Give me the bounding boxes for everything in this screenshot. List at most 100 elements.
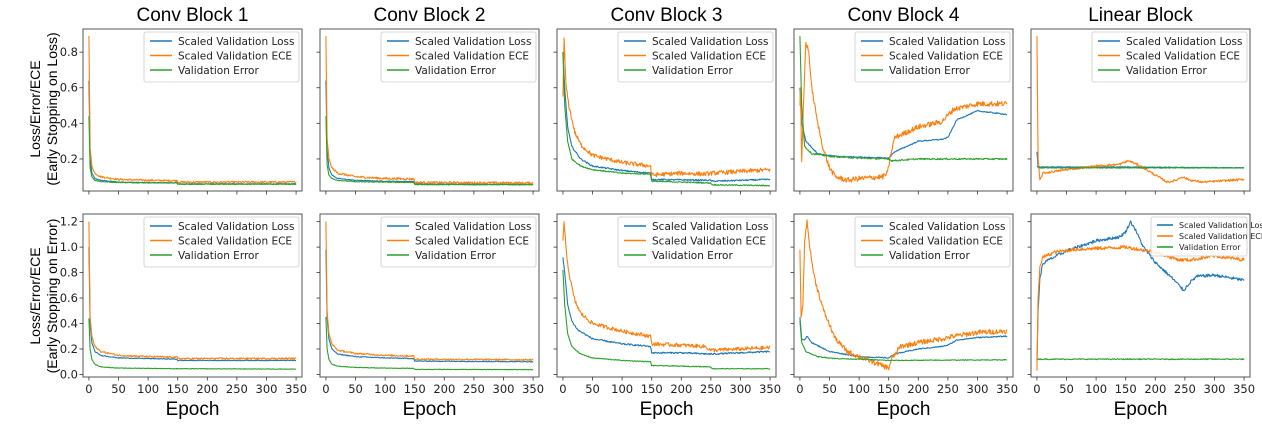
legend-label-loss: Scaled Validation Loss xyxy=(652,36,768,48)
x-axis-label: Epoch xyxy=(166,399,220,420)
legend-label-loss: Scaled Validation Loss xyxy=(1126,36,1242,48)
x-tick-label: 250 xyxy=(937,382,959,396)
axes-frame xyxy=(793,213,1014,378)
panel-1-4: 0 50 100 150 200 250 300 350 Epoch Scaled Validat… xyxy=(1027,213,1262,420)
x-tick-label: 200 xyxy=(433,382,455,396)
row-labels: Loss/Error/ECE (Early Stopping on Loss) … xyxy=(27,32,60,373)
x-tick-label: 100 xyxy=(848,382,870,396)
legend-label-loss: Scaled Validation Loss xyxy=(889,36,1005,48)
x-tick-label: 50 xyxy=(1059,382,1074,396)
y-tick-label: 0.4 xyxy=(60,317,78,331)
x-axis-label: Epoch xyxy=(640,399,694,420)
panel-0-0: Conv Block 1 0.2 0.4 0.6 0.8 Scaled Validatio… xyxy=(60,5,303,195)
legend-box xyxy=(1150,216,1248,257)
series-line-error xyxy=(325,317,534,371)
axes-frame xyxy=(82,213,303,378)
series-line-error xyxy=(799,36,1008,162)
y-tick-label: 0.2 xyxy=(60,152,78,166)
legend-label-ece: Scaled Validation ECE xyxy=(415,51,529,63)
series-group xyxy=(1036,220,1245,371)
series-line-loss xyxy=(88,80,297,185)
series-group xyxy=(799,36,1008,183)
x-tick-label: 200 xyxy=(196,382,218,396)
legend-label-loss: Scaled Validation Loss xyxy=(889,221,1005,233)
series-group xyxy=(325,221,534,371)
x-tick-label: 300 xyxy=(730,382,752,396)
panel-title: Conv Block 4 xyxy=(848,5,960,26)
legend-label-ece: Scaled Validation ECE xyxy=(1179,232,1262,241)
x-tick-label: 350 xyxy=(1233,382,1255,396)
legend-label-loss: Scaled Validation Loss xyxy=(1179,221,1262,230)
legend-label-error: Validation Error xyxy=(415,250,496,262)
series-line-loss xyxy=(799,317,1008,359)
panel-1-0: 0.0 0.2 0.4 0.6 0.8 1.0 1.2 0 50 100 150 200 250 300 3… xyxy=(60,213,307,420)
panel-1-3: 0 50 100 150 200 250 300 350 Epoch Scaled Validat… xyxy=(790,213,1018,420)
x-tick-label: 200 xyxy=(1144,382,1166,396)
x-tick-label: 0 xyxy=(796,382,803,396)
y-tick-label: 0.2 xyxy=(60,342,78,356)
series-line-loss xyxy=(88,247,297,362)
legend-box xyxy=(854,31,1011,83)
series-group xyxy=(1036,36,1245,184)
series-group xyxy=(562,221,771,370)
series-line-error xyxy=(562,270,771,370)
y-tick-label: 0.8 xyxy=(60,266,78,280)
x-tick-label: 350 xyxy=(759,382,781,396)
series-line-error xyxy=(562,52,771,187)
x-tick-label: 300 xyxy=(1204,382,1226,396)
legend: Scaled Validation Loss Scaled Validation … xyxy=(1150,216,1262,257)
x-tick-label: 100 xyxy=(611,382,633,396)
x-tick-label: 200 xyxy=(907,382,929,396)
legend: Scaled Validation Loss Scaled Validation … xyxy=(1091,31,1248,83)
legend-label-error: Validation Error xyxy=(889,250,970,262)
legend: Scaled Validation Loss Scaled Validation … xyxy=(617,216,774,268)
panel-1-1: 0 50 100 150 200 250 300 350 Epoch Scaled Validat… xyxy=(316,213,544,420)
axes-frame xyxy=(556,28,777,192)
legend-box xyxy=(143,31,300,83)
legend: Scaled Validation Loss Scaled Validation … xyxy=(143,216,300,268)
axes-frame xyxy=(1030,213,1251,378)
legend-label-loss: Scaled Validation Loss xyxy=(178,221,294,233)
legend-box xyxy=(380,216,537,268)
legend: Scaled Validation Loss Scaled Validation … xyxy=(380,31,537,83)
x-tick-label: 50 xyxy=(111,382,126,396)
legend-box xyxy=(617,31,774,83)
row-0-ylabel-line-1: Loss/Error/ECE xyxy=(27,60,43,157)
panel-1-2: 0 50 100 150 200 250 300 350 Epoch Scaled Validat… xyxy=(553,213,781,420)
series-line-ece xyxy=(88,36,297,184)
legend: Scaled Validation Loss Scaled Validation … xyxy=(380,216,537,268)
legend-label-error: Validation Error xyxy=(415,65,496,77)
x-tick-label: 150 xyxy=(167,382,189,396)
row-1-ylabel-line-2: (Early Stopping on Error) xyxy=(44,219,60,374)
x-tick-label: 350 xyxy=(285,382,307,396)
x-tick-label: 350 xyxy=(522,382,544,396)
series-line-loss xyxy=(325,80,534,186)
legend-label-loss: Scaled Validation Loss xyxy=(652,221,768,233)
series-line-ece xyxy=(88,221,297,360)
x-tick-label: 0 xyxy=(559,382,566,396)
legend-label-error: Validation Error xyxy=(178,250,259,262)
x-tick-label: 300 xyxy=(256,382,278,396)
series-line-error xyxy=(799,320,1008,362)
x-tick-label: 0 xyxy=(322,382,329,396)
series-line-loss xyxy=(799,87,1008,159)
legend-label-ece: Scaled Validation ECE xyxy=(652,51,766,63)
x-axis-label: Epoch xyxy=(403,399,457,420)
y-tick-label: 0.0 xyxy=(60,367,78,381)
series-line-error xyxy=(1036,358,1245,361)
series-line-error xyxy=(88,318,297,370)
series-group xyxy=(325,36,534,186)
x-tick-label: 150 xyxy=(404,382,426,396)
legend-label-loss: Scaled Validation Loss xyxy=(178,36,294,48)
legend-label-error: Validation Error xyxy=(652,65,733,77)
x-tick-label: 250 xyxy=(463,382,485,396)
series-line-error xyxy=(1036,165,1245,169)
y-tick-label: 0.8 xyxy=(60,45,78,59)
axes-frame xyxy=(793,28,1014,192)
legend-box xyxy=(617,216,774,268)
x-tick-label: 100 xyxy=(374,382,396,396)
series-line-ece xyxy=(1036,244,1245,371)
y-tick-label: 1.2 xyxy=(60,215,78,229)
